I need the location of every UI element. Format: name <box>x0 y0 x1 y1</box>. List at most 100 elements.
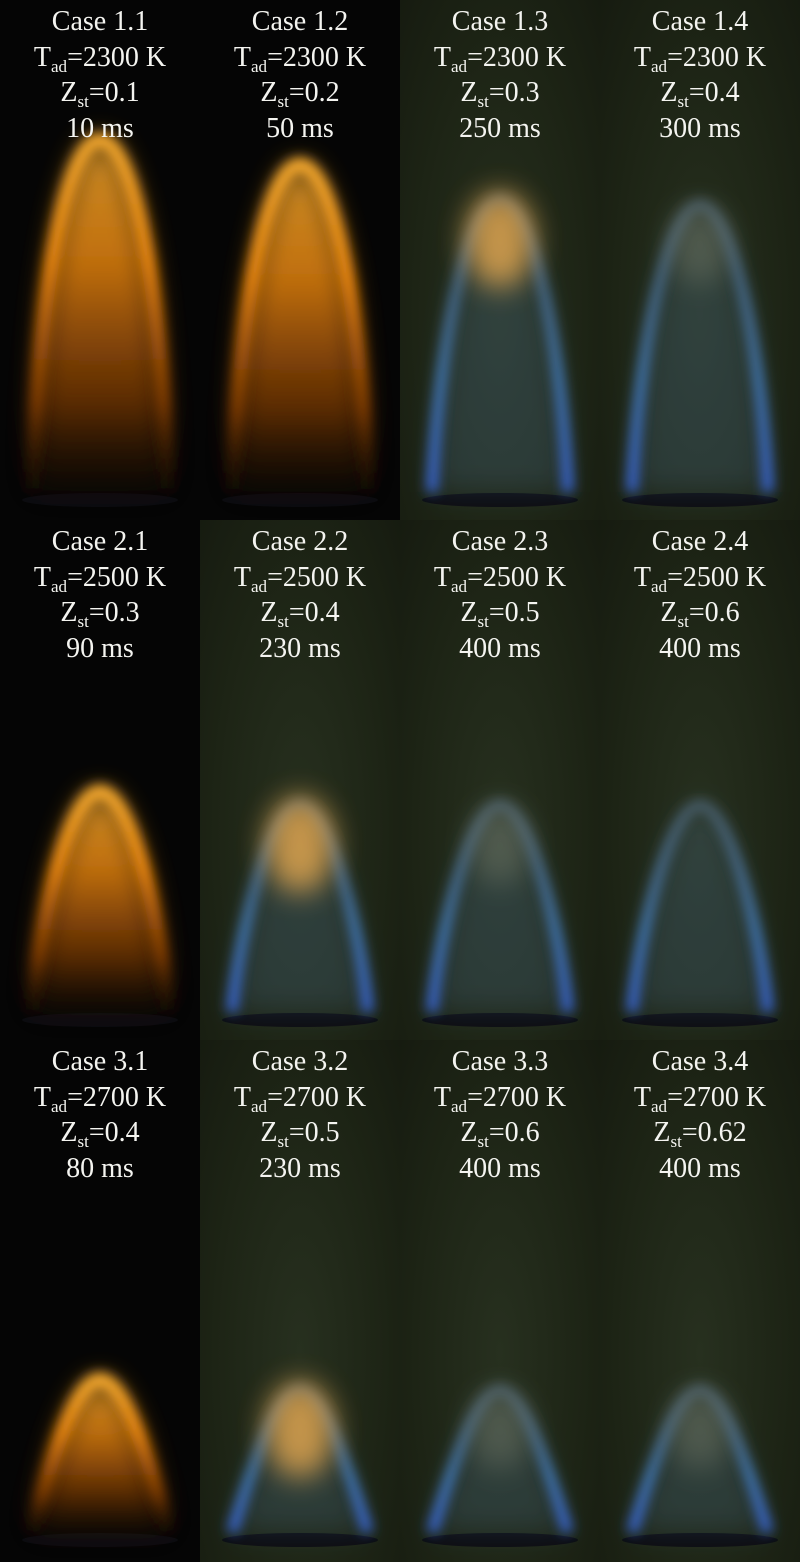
case-label: Case 1.3 Tad=2300 K Zst=0.3 250 ms <box>400 4 600 146</box>
flame-image <box>622 799 778 1027</box>
blue-flame-glow <box>432 200 568 492</box>
case-title: Case 3.3 <box>451 1046 549 1077</box>
flame-panel: Case 3.2 Tad=2700 K Zst=0.5 230 ms <box>200 1040 400 1562</box>
case-label: Case 3.2 Tad=2700 K Zst=0.5 230 ms <box>200 1044 400 1186</box>
flame-image <box>22 1372 178 1547</box>
burner-rim <box>422 1013 578 1027</box>
flame-panel: Case 1.2 Tad=2300 K Zst=0.2 50 ms <box>200 0 400 520</box>
orange-flame-sheet <box>225 157 375 493</box>
adiabatic-temperature: Tad=2500 K <box>633 561 767 596</box>
adiabatic-temperature: Tad=2300 K <box>433 41 567 76</box>
flame-tip-luminosity <box>670 1390 730 1470</box>
exposure-time: 90 ms <box>66 632 134 664</box>
flame-panel: Case 3.4 Tad=2700 K Zst=0.62 400 ms <box>600 1040 800 1562</box>
flame-image <box>422 1384 578 1547</box>
case-title: Case 2.4 <box>651 526 749 557</box>
flame-panel: Case 2.3 Tad=2500 K Zst=0.5 400 ms <box>400 520 600 1040</box>
flame-image <box>222 1382 378 1547</box>
case-title: Case 1.3 <box>451 6 549 37</box>
orange-flame-sheet <box>25 1372 175 1534</box>
case-label: Case 1.1 Tad=2300 K Zst=0.1 10 ms <box>0 4 200 146</box>
flame-panel: Case 3.1 Tad=2700 K Zst=0.4 80 ms <box>0 1040 200 1562</box>
case-label: Case 3.3 Tad=2700 K Zst=0.6 400 ms <box>400 1044 600 1186</box>
exposure-time: 400 ms <box>459 1152 541 1184</box>
orange-flame-glow <box>32 1380 168 1532</box>
stoichiometric-mixture-fraction: Zst=0.2 <box>260 77 340 111</box>
flame-tip-luminosity <box>470 805 530 885</box>
case-title: Case 2.3 <box>451 526 549 557</box>
adiabatic-temperature: Tad=2300 K <box>633 41 767 76</box>
adiabatic-temperature: Tad=2700 K <box>633 1081 767 1116</box>
case-title: Case 3.2 <box>251 1046 349 1077</box>
flame-panel: Case 1.3 Tad=2300 K Zst=0.3 250 ms <box>400 0 600 520</box>
case-label: Case 3.4 Tad=2700 K Zst=0.62 400 ms <box>600 1044 800 1186</box>
flame-panel: Case 1.1 Tad=2300 K Zst=0.1 10 ms <box>0 0 200 520</box>
burner-rim <box>622 1013 778 1027</box>
exposure-time: 50 ms <box>266 112 334 144</box>
flame-panel: Case 2.2 Tad=2500 K Zst=0.4 230 ms <box>200 520 400 1040</box>
case-label: Case 2.2 Tad=2500 K Zst=0.4 230 ms <box>200 524 400 666</box>
orange-flame-sheet <box>25 784 175 1013</box>
case-label: Case 1.4 Tad=2300 K Zst=0.4 300 ms <box>600 4 800 146</box>
stoichiometric-mixture-fraction: Zst=0.6 <box>660 597 740 631</box>
flame-panel: Case 1.4 Tad=2300 K Zst=0.4 300 ms <box>600 0 800 520</box>
flame-image <box>222 797 378 1027</box>
adiabatic-temperature: Tad=2700 K <box>33 1081 167 1116</box>
adiabatic-temperature: Tad=2500 K <box>433 561 567 596</box>
burner-rim <box>422 1533 578 1547</box>
exposure-time: 230 ms <box>259 632 341 664</box>
stoichiometric-mixture-fraction: Zst=0.3 <box>60 597 140 631</box>
orange-flame-glow <box>232 165 368 492</box>
stoichiometric-mixture-fraction: Zst=0.4 <box>660 77 740 111</box>
stoichiometric-mixture-fraction: Zst=0.6 <box>460 1117 540 1151</box>
flame-tip-luminosity <box>670 205 730 285</box>
flame-tip-luminosity <box>266 1382 334 1478</box>
adiabatic-temperature: Tad=2700 K <box>233 1081 367 1116</box>
case-title: Case 3.4 <box>651 1046 749 1077</box>
burner-rim <box>222 1533 378 1547</box>
exposure-time: 400 ms <box>659 1152 741 1184</box>
burner-rim <box>622 493 778 507</box>
case-title: Case 3.1 <box>51 1046 149 1077</box>
exposure-time: 230 ms <box>259 1152 341 1184</box>
adiabatic-temperature: Tad=2500 K <box>233 561 367 596</box>
stoichiometric-mixture-fraction: Zst=0.1 <box>60 77 140 111</box>
flame-image <box>622 1384 778 1547</box>
exposure-time: 400 ms <box>459 632 541 664</box>
exposure-time: 400 ms <box>659 632 741 664</box>
burner-rim <box>422 493 578 507</box>
adiabatic-temperature: Tad=2300 K <box>233 41 367 76</box>
case-label: Case 2.1 Tad=2500 K Zst=0.3 90 ms <box>0 524 200 666</box>
flame-panel: Case 2.4 Tad=2500 K Zst=0.6 400 ms <box>600 520 800 1040</box>
flame-panel: Case 3.3 Tad=2700 K Zst=0.6 400 ms <box>400 1040 600 1562</box>
burner-rim <box>622 1533 778 1547</box>
stoichiometric-mixture-fraction: Zst=0.4 <box>260 597 340 631</box>
flame-image <box>422 799 578 1027</box>
adiabatic-temperature: Tad=2500 K <box>33 561 167 596</box>
case-label: Case 3.1 Tad=2700 K Zst=0.4 80 ms <box>0 1044 200 1186</box>
flame-tip-luminosity <box>466 192 534 288</box>
blue-flame-sheet <box>627 799 773 1013</box>
case-label: Case 2.3 Tad=2500 K Zst=0.5 400 ms <box>400 524 600 666</box>
flame-tip-luminosity <box>470 1390 530 1470</box>
flame-image <box>222 157 378 507</box>
case-label: Case 2.4 Tad=2500 K Zst=0.6 400 ms <box>600 524 800 666</box>
stoichiometric-mixture-fraction: Zst=0.5 <box>260 1117 340 1151</box>
exposure-time: 80 ms <box>66 1152 134 1184</box>
burner-rim <box>22 1533 178 1547</box>
flame-tip-luminosity <box>266 797 334 893</box>
case-title: Case 1.2 <box>251 6 349 37</box>
burner-rim <box>222 1013 378 1027</box>
stoichiometric-mixture-fraction: Zst=0.5 <box>460 597 540 631</box>
stoichiometric-mixture-fraction: Zst=0.3 <box>460 77 540 111</box>
orange-flame-sheet <box>25 132 175 493</box>
exposure-time: 10 ms <box>66 112 134 144</box>
flame-image <box>22 132 178 507</box>
case-title: Case 2.2 <box>251 526 349 557</box>
adiabatic-temperature: Tad=2700 K <box>433 1081 567 1116</box>
adiabatic-temperature: Tad=2300 K <box>33 41 167 76</box>
case-title: Case 1.1 <box>51 6 149 37</box>
burner-rim <box>22 1013 178 1027</box>
case-label: Case 1.2 Tad=2300 K Zst=0.2 50 ms <box>200 4 400 146</box>
